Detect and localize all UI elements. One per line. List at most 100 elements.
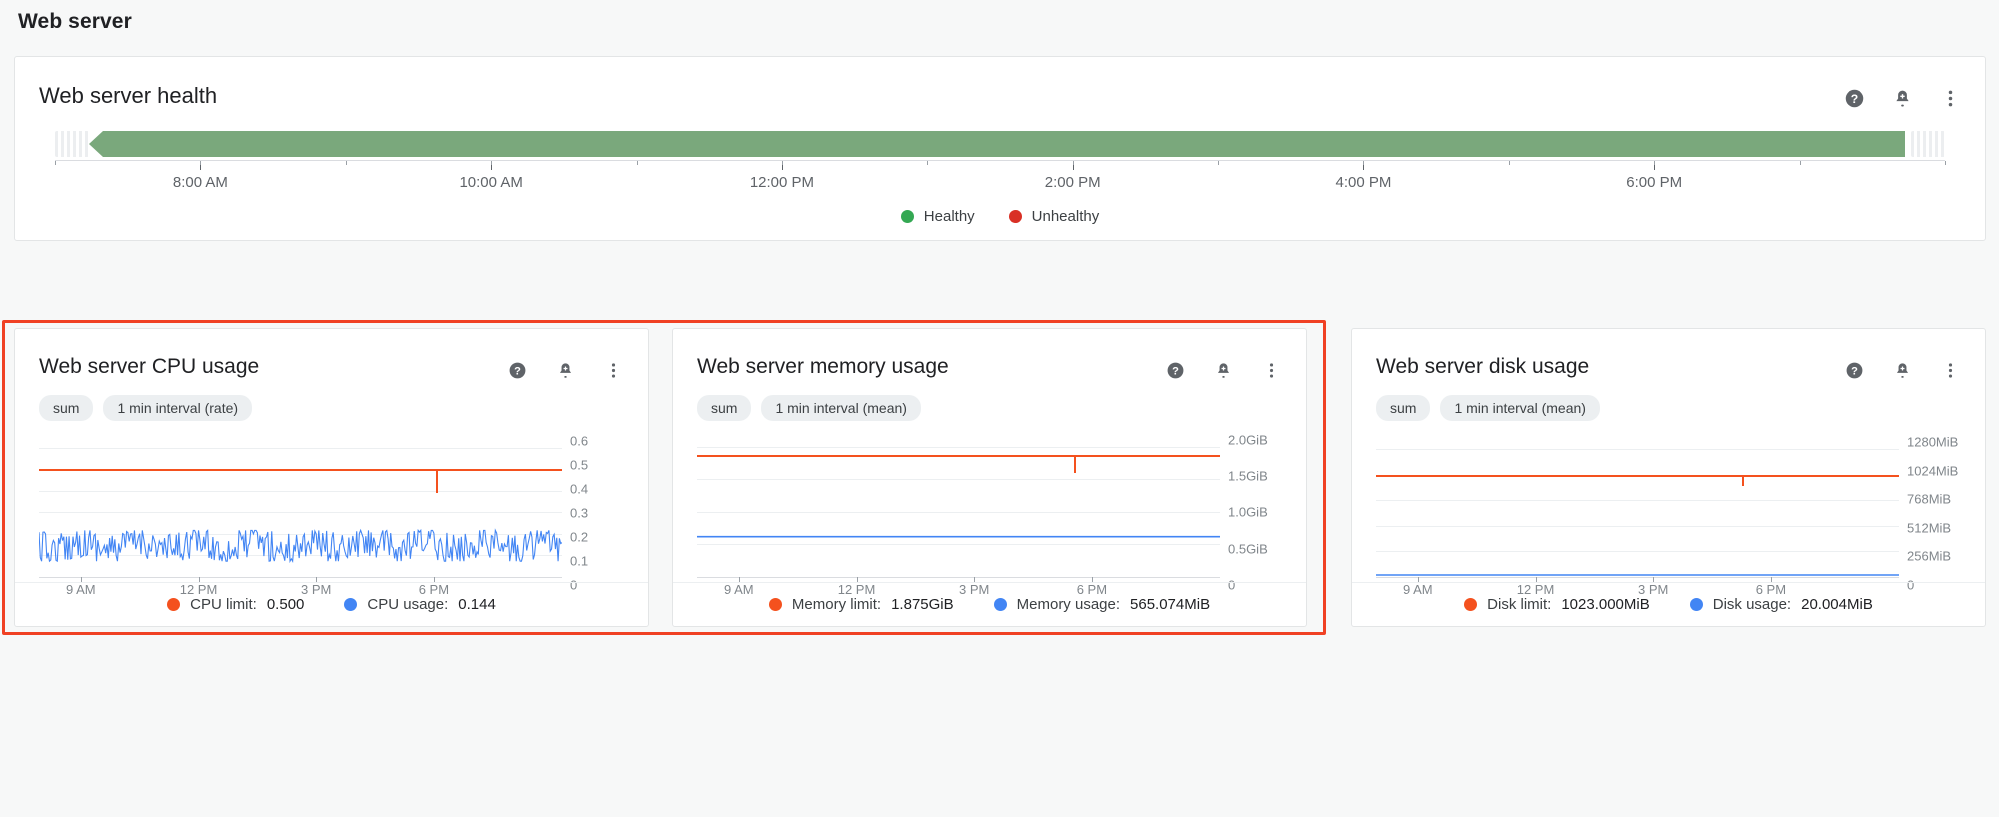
add-alert-bell-icon[interactable] [554, 359, 576, 381]
chip-interval[interactable]: 1 min interval (rate) [103, 395, 253, 421]
chip-aggregation[interactable]: sum [1376, 395, 1431, 421]
y-axis-tick-label: 1024MiB [1907, 463, 1959, 479]
limit-series-spike [436, 469, 439, 494]
health-time-label: 4:00 PM [1335, 174, 1392, 191]
y-axis-tick-label: 1.5GiB [1228, 468, 1268, 484]
memory-card-footer: Memory limit: 1.875GiB Memory usage: 565… [673, 582, 1306, 626]
usage-series-line [1376, 437, 1899, 577]
footer-value: 1023.000MiB [1561, 596, 1650, 613]
memory-filter-chips: sum 1 min interval (mean) [673, 381, 1306, 421]
more-options-icon[interactable] [1939, 87, 1961, 109]
y-axis-tick-label: 0.6 [570, 433, 589, 449]
add-alert-bell-icon[interactable] [1891, 359, 1913, 381]
limit-color-dot [1464, 598, 1478, 611]
health-legend: Healthy Unhealthy [55, 208, 1945, 225]
disk-card-footer: Disk limit: 1023.000MiB Disk usage: 20.0… [1352, 582, 1985, 626]
axis-tick-major [1072, 161, 1074, 170]
cpu-chart-plot[interactable]: 0.6 0.5 0.4 0.3 0.2 0.1 0 [15, 433, 648, 593]
add-alert-bell-icon[interactable] [1891, 87, 1913, 109]
y-axis-tick-label: 1280MiB [1907, 434, 1959, 450]
chart-gridline [39, 490, 562, 492]
axis-tick-minor [636, 161, 638, 165]
axis-tick-major [1654, 161, 1656, 170]
axis-tick-minor [1363, 161, 1365, 165]
axis-tick-minor [927, 161, 929, 165]
axis-tick-minor [55, 161, 56, 165]
axis-tick-major [491, 161, 493, 170]
memory-y-axis-labels: 2.0GiB 1.5GiB 1.0GiB 0.5GiB 0 [1222, 429, 1302, 592]
y-axis-tick-label: 0 [1228, 577, 1236, 593]
y-axis-tick-label: 0 [570, 577, 578, 593]
svg-text:?: ? [514, 365, 521, 377]
more-options-icon[interactable] [602, 359, 624, 381]
chart-gridline [39, 555, 562, 557]
chart-gridline [39, 512, 562, 514]
limit-series-line [1376, 474, 1899, 477]
cpu-card-footer: CPU limit: 0.500 CPU usage: 0.144 [15, 582, 648, 626]
disk-card-title: Web server disk usage [1376, 355, 1590, 378]
health-card-header: Web server health ? [15, 57, 1985, 109]
x-axis-tick-label: 3 PM [959, 582, 990, 597]
legend-label: Unhealthy [1031, 208, 1100, 225]
footer-disk-limit: Disk limit: 1023.000MiB [1464, 596, 1650, 613]
x-axis-tick [1535, 577, 1537, 583]
x-axis-tick [1770, 577, 1772, 583]
more-options-icon[interactable] [1260, 359, 1282, 381]
disk-x-axis [1376, 577, 1899, 583]
chart-gridline [1376, 525, 1899, 527]
chart-gridline [39, 447, 562, 449]
help-icon[interactable]: ? [506, 359, 528, 381]
help-icon[interactable]: ? [1843, 87, 1865, 109]
disk-y-axis-labels: 1280MiB 1024MiB 768MiB 512MiB 256MiB 0 [1901, 429, 1981, 593]
health-status-bar[interactable] [55, 131, 1945, 157]
footer-memory-limit: Memory limit: 1.875GiB [768, 596, 954, 613]
y-axis-tick-label: 0.3 [570, 505, 589, 521]
x-axis-tick-label: 9 AM [66, 582, 96, 597]
usage-color-dot [1689, 598, 1703, 611]
y-axis-tick-label: 512MiB [1907, 520, 1952, 536]
memory-chart-plot[interactable]: 2.0GiB 1.5GiB 1.0GiB 0.5GiB 0 [673, 432, 1306, 593]
x-axis-tick [433, 577, 435, 583]
x-axis-tick [856, 577, 858, 583]
x-axis-tick [198, 577, 200, 583]
footer-label: Disk limit: [1487, 596, 1552, 613]
help-icon[interactable]: ? [1843, 359, 1865, 381]
y-axis-tick-label: 0.4 [570, 481, 589, 497]
y-axis-tick-label: 256MiB [1907, 548, 1952, 564]
y-axis-tick-label: 768MiB [1907, 491, 1952, 507]
usage-color-dot [344, 598, 358, 611]
chip-interval[interactable]: 1 min interval (mean) [1440, 395, 1600, 421]
x-axis-tick-label: 12 PM [1516, 582, 1555, 597]
axis-tick-minor [1945, 161, 1946, 165]
footer-label: CPU usage: [367, 596, 449, 613]
y-axis-tick-label: 0.2 [570, 529, 589, 545]
health-bar-healthy-segment [89, 131, 1905, 157]
help-icon[interactable]: ? [1164, 359, 1186, 381]
y-axis-tick-label: 0.5 [570, 457, 589, 473]
chip-interval[interactable]: 1 min interval (mean) [761, 395, 921, 421]
limit-series-spike [1742, 474, 1745, 486]
disk-chart-plot[interactable]: 1280MiB 1024MiB 768MiB 512MiB 256MiB 0 [1352, 435, 1985, 593]
more-options-icon[interactable] [1939, 359, 1961, 381]
health-time-label: 10:00 AM [459, 174, 523, 191]
chart-gridline [697, 511, 1220, 513]
axis-tick-major [1363, 161, 1365, 170]
footer-label: CPU limit: [190, 596, 257, 613]
healthy-color-dot [900, 210, 914, 223]
disk-x-axis-labels: 9 AM 12 PM 3 PM 6 PM [1376, 582, 1899, 602]
memory-card-actions: ? [1164, 355, 1282, 381]
chip-aggregation[interactable]: sum [39, 395, 94, 421]
add-alert-bell-icon[interactable] [1212, 359, 1234, 381]
health-bar-no-data-right [1911, 131, 1945, 157]
memory-card-header: Web server memory usage ? [673, 329, 1306, 381]
health-axis [55, 160, 1946, 170]
axis-tick-minor [491, 161, 493, 165]
health-time-label: 8:00 AM [172, 174, 228, 191]
chart-gridline [39, 533, 562, 535]
chip-aggregation[interactable]: sum [697, 395, 752, 421]
health-time-label: 6:00 PM [1626, 174, 1683, 191]
footer-disk-usage: Disk usage: 20.004MiB [1689, 596, 1873, 613]
usage-color-dot [993, 598, 1007, 611]
cpu-card-header: Web server CPU usage ? [15, 329, 648, 381]
